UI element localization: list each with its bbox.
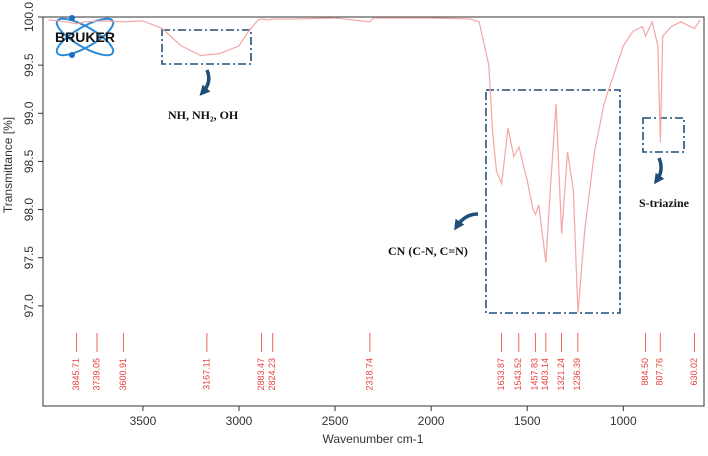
annotation-arrow (454, 212, 479, 231)
x-tick-label: 1500 (514, 414, 541, 428)
x-tick-label: 3500 (130, 414, 157, 428)
x-tick-label: 2000 (418, 414, 445, 428)
x-tick-label: 3000 (226, 414, 253, 428)
annotation-box (642, 117, 685, 153)
y-tick-label: 97.5 (22, 246, 36, 270)
annotation: NH, NH₂, OH (168, 108, 239, 122)
peak-label: 3167.11 (201, 358, 211, 390)
peak-label: 1633.87 (496, 358, 506, 391)
annotation-box (485, 89, 621, 314)
y-tick-label: 98.5 (22, 149, 36, 173)
peak-label: 1403.14 (540, 358, 550, 391)
y-tick-label: 99.0 (22, 101, 36, 125)
peak-label: 3845.71 (71, 358, 81, 391)
peak-label: 884.50 (640, 358, 650, 386)
y-tick-label: 99.5 (22, 53, 36, 77)
y-axis-label: Transmittance [%] (1, 117, 15, 213)
plot-frame (42, 16, 705, 407)
peak-label: 807.76 (655, 358, 665, 386)
annotation-arrow (653, 157, 665, 185)
logo: BRUKER (55, 15, 115, 58)
annotation-arrow (199, 69, 211, 96)
y-tick-label: 97.0 (22, 294, 36, 318)
spectrum-line (48, 17, 701, 313)
y-tick-label: 100.0 (22, 2, 36, 32)
peak-label: 1543.52 (513, 358, 523, 391)
peak-label: 1236.39 (572, 358, 582, 391)
peak-label: 2883.47 (256, 358, 266, 391)
peak-label: 3739.05 (91, 358, 101, 391)
x-tick-label: 2500 (322, 414, 349, 428)
peak-label: 3600.91 (118, 358, 128, 391)
x-tick-label: 1000 (610, 414, 637, 428)
peak-label: 1457.83 (530, 358, 540, 391)
logo-text: BRUKER (55, 29, 115, 45)
peak-label: 630.02 (689, 358, 699, 386)
peak-label: 2318.74 (364, 358, 374, 391)
annotation: CN (C-N, C=N) (388, 244, 468, 258)
y-tick-label: 98.0 (22, 198, 36, 222)
peak-label: 2824.23 (267, 358, 277, 391)
annotation-box (161, 29, 252, 65)
x-axis-label: Wavenumber cm-1 (323, 432, 424, 446)
peak-label: 1321.24 (556, 358, 566, 391)
annotation: S-triazine (639, 196, 690, 210)
